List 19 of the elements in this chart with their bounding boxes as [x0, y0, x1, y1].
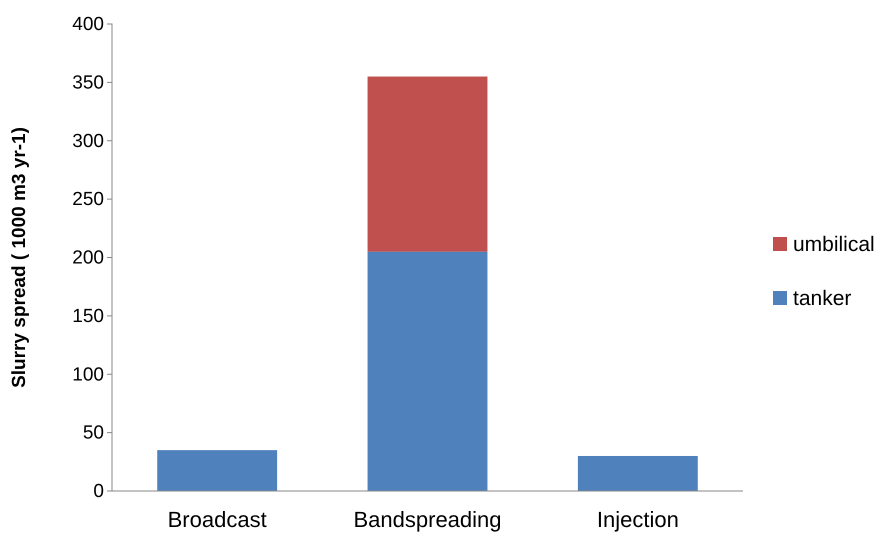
bar	[368, 252, 488, 491]
y-tick-label: 400	[72, 14, 104, 36]
bar	[368, 76, 488, 252]
y-tick-label: 0	[93, 481, 104, 502]
y-tick-label: 50	[82, 422, 104, 444]
y-tick-label: 200	[72, 248, 104, 269]
legend-label: umbilical	[793, 233, 875, 256]
x-tick-label: Broadcast	[168, 507, 267, 532]
bar	[578, 456, 698, 491]
y-axis-title: Slurry spread ( 1000 m3 yr-1)	[9, 127, 30, 388]
y-tick-label: 300	[72, 130, 104, 152]
y-tick-label: 350	[72, 72, 104, 94]
legend-label: tanker	[793, 287, 852, 310]
x-tick-label: Injection	[596, 507, 679, 532]
y-tick-label: 250	[72, 189, 104, 210]
x-tick-label: Bandspreading	[353, 507, 502, 532]
y-tick-label: 100	[72, 364, 104, 386]
y-tick-label: 150	[72, 306, 104, 327]
bar	[157, 450, 278, 491]
